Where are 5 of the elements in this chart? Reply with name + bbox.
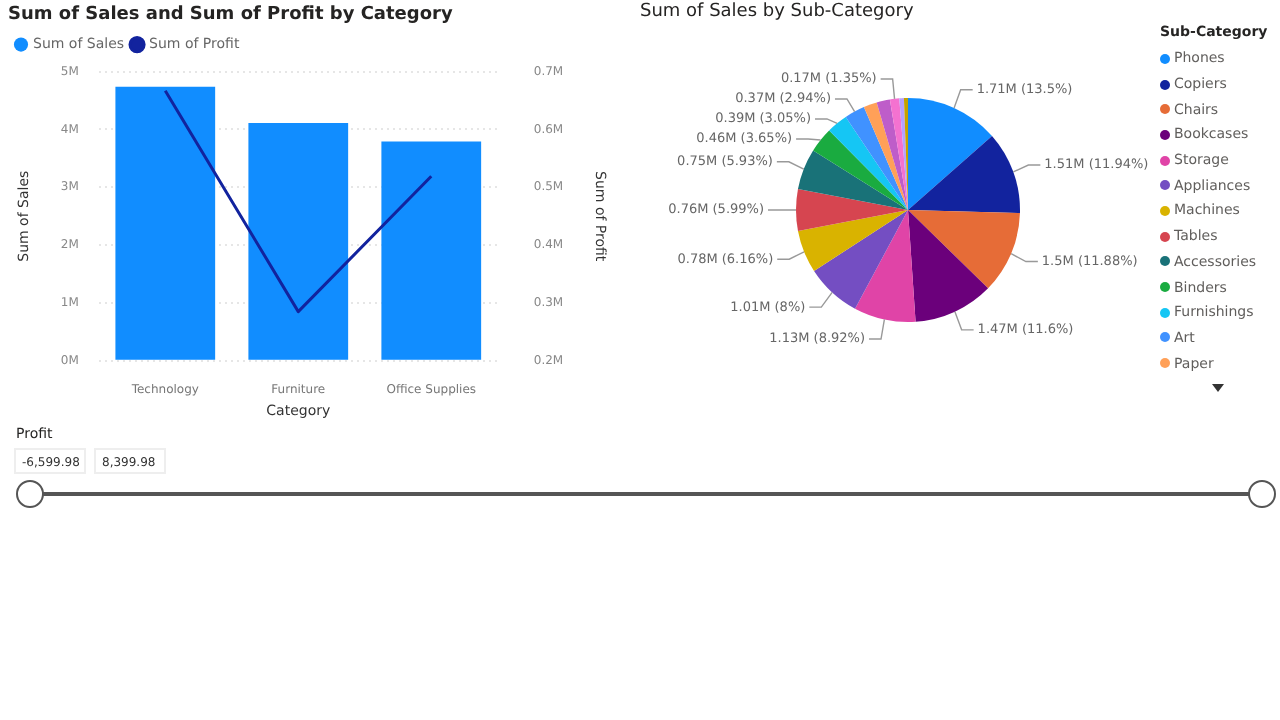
chart-title: Sum of Sales by Sub-Category — [640, 2, 914, 22]
bar — [248, 123, 349, 360]
chart-title: Sum of Sales and Sum of Profit by Category — [8, 5, 453, 26]
bar — [115, 86, 216, 360]
bar — [381, 141, 482, 360]
